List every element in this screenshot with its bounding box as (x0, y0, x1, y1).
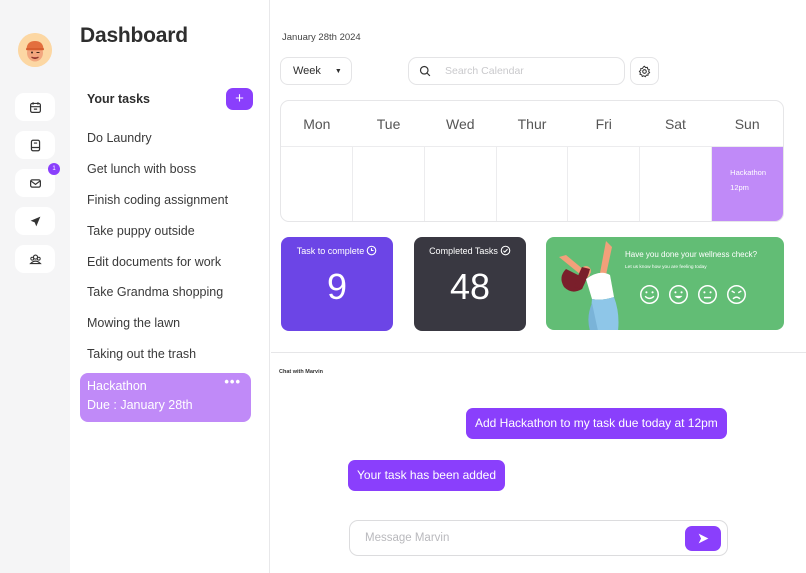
view-select[interactable]: Week ▼ (280, 57, 352, 85)
users-icon (28, 253, 42, 264)
stat-value: 9 (326, 266, 348, 307)
task-item[interactable]: Take Grandma shopping (87, 285, 224, 299)
day-cell-fri[interactable] (568, 147, 641, 221)
view-select-value: Week (293, 65, 321, 77)
event-time: 12pm (730, 183, 749, 192)
caret-down-icon: ▼ (334, 67, 342, 75)
rail-mail-button[interactable]: 1 (15, 163, 60, 197)
calendar-event-hackathon[interactable]: Hackathon 12pm (712, 147, 783, 221)
rail-send-button[interactable] (15, 207, 55, 235)
stat-card-completed: Completed Tasks 48 (414, 237, 526, 331)
day-header: Fri (595, 116, 612, 132)
wellness-subtitle: Let us know how you are feeling today (625, 265, 707, 270)
day-header: Thur (517, 116, 547, 132)
current-date: January 28th 2024 (282, 32, 361, 43)
chat-message-user: Add Hackathon to my task due today at 12… (466, 408, 727, 439)
mail-icon (29, 178, 41, 188)
wellness-title: Have you done your wellness check? (625, 250, 758, 259)
day-header: Mon (303, 116, 331, 132)
rail-notes-button[interactable] (15, 131, 55, 159)
search-icon (419, 65, 431, 77)
main-panel: January 28th 2024 Week ▼ Mon Tue Wed Thu… (271, 0, 806, 573)
task-card-hackathon[interactable]: Hackathon Due : January 28th ••• (80, 373, 251, 422)
calendar-day-headers: Mon Tue Wed Thur Fri Sat Sun (281, 101, 783, 147)
very-happy-face-icon[interactable] (639, 284, 660, 305)
send-icon (30, 216, 40, 226)
icon-rail: 1 (0, 0, 70, 573)
event-title: Hackathon (730, 168, 767, 177)
message-input[interactable] (365, 532, 665, 544)
clock-icon (366, 245, 377, 256)
day-cell-tue[interactable] (353, 147, 425, 221)
task-panel: Dashboard Your tasks + Do Laundry Get lu… (70, 0, 270, 573)
send-arrow-icon (698, 533, 708, 544)
avatar[interactable] (18, 33, 52, 67)
chat-title: Chat with Marvin (279, 369, 324, 375)
gear-icon (638, 65, 651, 77)
check-circle-icon (500, 245, 511, 256)
calendar-body: Hackathon 12pm (281, 147, 783, 221)
avatar-memoji-icon (18, 33, 52, 67)
section-divider (271, 352, 806, 353)
chat-composer (349, 520, 728, 556)
more-options-icon[interactable]: ••• (224, 374, 241, 389)
day-header: Tue (376, 116, 401, 132)
week-calendar: Mon Tue Wed Thur Fri Sat Sun Hackathon 1… (280, 100, 784, 222)
stat-label: Completed Tasks (429, 245, 498, 256)
rail-team-button[interactable] (15, 245, 55, 273)
stat-value: 48 (449, 266, 491, 307)
stat-card-to-complete: Task to complete 9 (281, 237, 393, 331)
task-card-title: Hackathon (87, 379, 147, 393)
day-cell-sat[interactable] (640, 147, 713, 221)
task-item[interactable]: Take puppy outside (87, 224, 195, 238)
task-item[interactable]: Finish coding assignment (87, 193, 229, 207)
day-header: Sat (664, 116, 686, 132)
happy-face-icon[interactable] (668, 284, 689, 305)
settings-button[interactable] (630, 57, 659, 85)
wellness-card: Have you done your wellness check? Let u… (546, 237, 784, 330)
send-message-button[interactable] (685, 526, 721, 551)
upset-face-icon[interactable] (726, 284, 747, 305)
day-cell-wed[interactable] (425, 147, 497, 221)
page-title: Dashboard (80, 24, 188, 47)
mail-badge: 1 (48, 163, 60, 175)
day-header: Wed (446, 116, 475, 132)
task-item[interactable]: Mowing the lawn (87, 316, 181, 330)
rail-calendar-button[interactable] (15, 93, 55, 121)
task-item[interactable]: Get lunch with boss (87, 162, 197, 176)
task-item[interactable]: Do Laundry (87, 131, 152, 145)
calendar-icon (29, 101, 41, 113)
add-task-button[interactable]: + (226, 88, 253, 110)
task-card-due: Due : January 28th (87, 398, 193, 412)
day-cell-mon[interactable] (281, 147, 353, 221)
day-header: Sun (734, 116, 760, 132)
chat-message-bot: Your task has been added (348, 460, 506, 491)
task-item[interactable]: Edit documents for work (87, 255, 222, 269)
stat-label: Task to complete (296, 245, 365, 256)
dancing-woman-illustration (559, 241, 619, 330)
day-cell-thur[interactable] (497, 147, 569, 221)
notebook-icon (30, 139, 40, 151)
task-item[interactable]: Taking out the trash (87, 347, 197, 361)
search-input[interactable] (445, 65, 605, 77)
search-bar (408, 57, 625, 85)
neutral-face-icon[interactable] (697, 284, 718, 305)
tasks-header: Your tasks (87, 92, 150, 106)
mood-selector (639, 284, 747, 305)
